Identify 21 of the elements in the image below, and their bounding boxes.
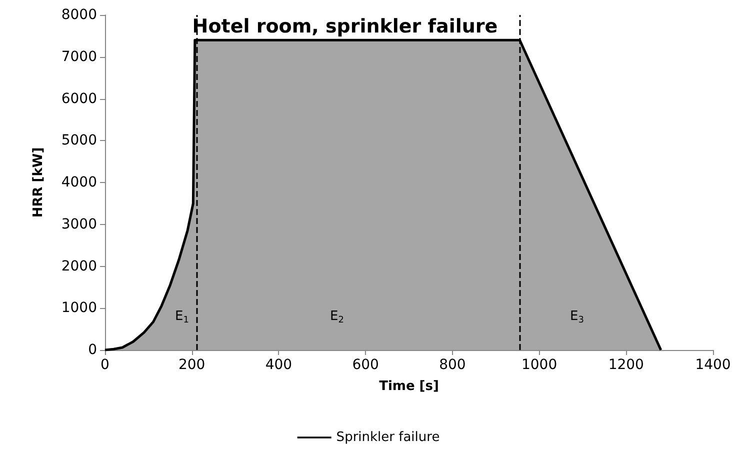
x-axis-title: Time [s]	[379, 379, 439, 394]
x-tick-label: 1000	[521, 357, 558, 373]
y-tick-label: 1000	[61, 300, 97, 316]
x-tick-label: 0	[100, 357, 110, 373]
y-tick-label: 5000	[61, 132, 97, 149]
legend-label: Sprinkler failure	[336, 430, 440, 445]
y-tick-label: 6000	[61, 90, 97, 107]
x-tick-label: 1400	[695, 357, 731, 373]
y-axis-title: HRR [kW]	[31, 147, 46, 218]
y-tick-label: 2000	[61, 258, 97, 274]
chart-title: Hotel room, sprinkler failure	[192, 16, 498, 38]
y-tick-label: 0	[88, 342, 97, 358]
x-tick-label: 600	[352, 357, 379, 373]
x-tick-label: 1200	[608, 357, 644, 373]
x-tick-label: 200	[178, 357, 206, 373]
x-tick-label: 400	[265, 357, 292, 373]
y-tick-label: 8000	[61, 7, 97, 23]
y-tick-label: 7000	[61, 48, 97, 65]
x-tick-label: 800	[439, 357, 466, 373]
y-tick-label: 4000	[61, 174, 97, 190]
y-tick-label: 3000	[61, 216, 97, 232]
